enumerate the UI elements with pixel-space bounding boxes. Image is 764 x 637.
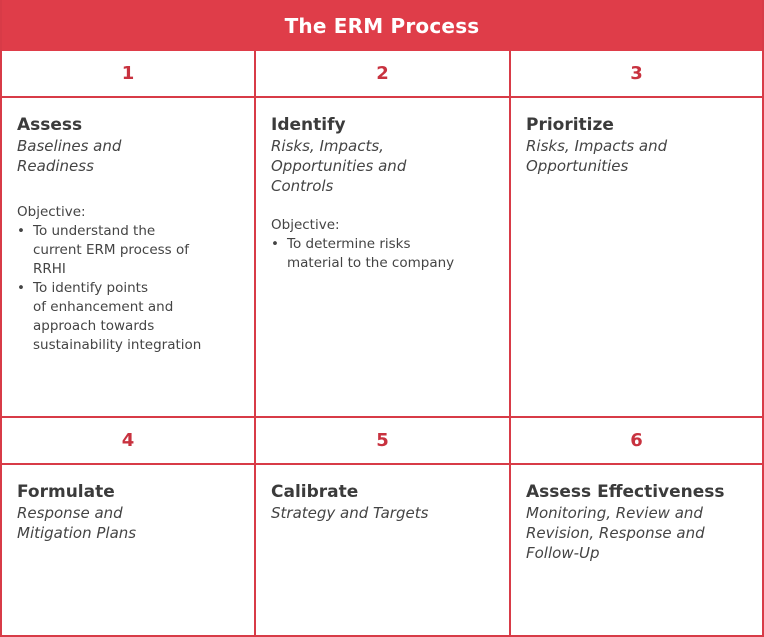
- step-title: Identify: [271, 115, 346, 135]
- step-number-5: 5: [256, 418, 511, 465]
- objective-item: • To determine risks material to the comp…: [271, 236, 455, 271]
- step-number-2: 2: [256, 51, 511, 98]
- objective-list: • To determine risks material to the comp…: [271, 235, 495, 273]
- table-header: The ERM Process: [2, 0, 762, 51]
- bullet-icon: •: [17, 223, 25, 239]
- objective-item: • To identify points of enhancement and a…: [17, 280, 202, 353]
- step-title: Prioritize: [526, 115, 614, 135]
- step-number-6: 6: [511, 418, 762, 465]
- table-title: The ERM Process: [284, 13, 480, 38]
- bullet-icon: •: [17, 280, 25, 296]
- step-subtitle: Monitoring, Review and Revision, Respons…: [526, 504, 705, 562]
- step-cell-calibrate: Calibrate Strategy and Targets: [256, 465, 511, 635]
- step-cell-formulate: Formulate Response and Mitigation Plans: [2, 465, 256, 635]
- objective-list: • To understand the current ERM process o…: [17, 222, 240, 355]
- step-subtitle: Risks, Impacts and Opportunities: [526, 137, 668, 175]
- step-cell-assess: Assess Baselines and Readiness Objective…: [2, 98, 256, 418]
- row-2: 4 5 6 Formulate Response and Mitigation …: [2, 418, 762, 635]
- step-cell-prioritize: Prioritize Risks, Impacts and Opportunit…: [511, 98, 762, 418]
- step-subtitle: Strategy and Targets: [271, 504, 429, 522]
- step-number-4: 4: [2, 418, 256, 465]
- bullet-icon: •: [271, 236, 279, 252]
- step-subtitle: Risks, Impacts, Opportunities and Contro…: [271, 137, 407, 195]
- step-number-3: 3: [511, 51, 762, 98]
- step-subtitle: Baselines and Readiness: [17, 137, 122, 175]
- step-title: Assess Effectiveness: [526, 482, 725, 502]
- step-cell-identify: Identify Risks, Impacts, Opportunities a…: [256, 98, 511, 418]
- objective-label: Objective:: [271, 217, 340, 233]
- step-cell-assess-effectiveness: Assess Effectiveness Monitoring, Review …: [511, 465, 762, 635]
- objective-label: Objective:: [17, 204, 86, 220]
- row-1: 1 2 3 Assess Baselines and Readiness Obj…: [2, 51, 762, 418]
- step-title: Assess: [17, 115, 83, 135]
- step-number-1: 1: [2, 51, 256, 98]
- step-subtitle: Response and Mitigation Plans: [17, 504, 137, 542]
- step-title: Formulate: [17, 482, 115, 502]
- objective-item: • To understand the current ERM process o…: [17, 223, 190, 277]
- step-title: Calibrate: [271, 482, 359, 502]
